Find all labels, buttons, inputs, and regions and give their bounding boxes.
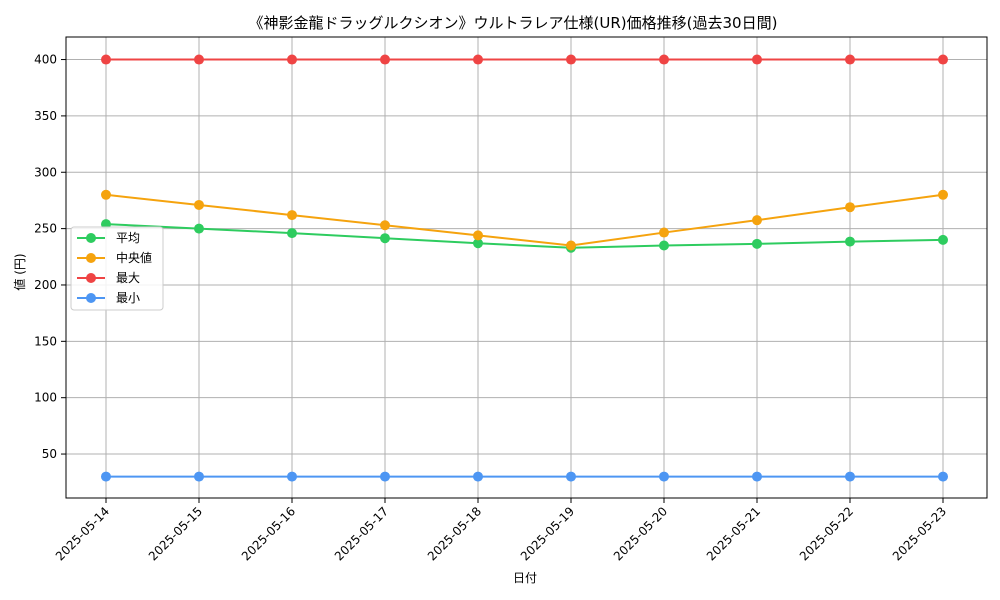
x-tick-label: 2025-05-17 xyxy=(332,504,391,563)
data-point xyxy=(659,240,669,251)
series-line xyxy=(105,223,944,249)
data-point xyxy=(659,227,669,238)
data-point xyxy=(845,236,855,247)
x-tick-label: 2025-05-15 xyxy=(146,504,205,563)
data-point xyxy=(287,471,297,482)
legend-item: 中央値 xyxy=(77,250,152,265)
data-point xyxy=(380,220,390,231)
y-tick-label: 250 xyxy=(34,222,57,236)
legend-label: 中央値 xyxy=(116,250,152,265)
data-point xyxy=(287,54,297,65)
y-tick-label: 350 xyxy=(34,109,57,123)
y-axis-label: 値 (円) xyxy=(12,253,27,290)
data-point xyxy=(566,54,576,65)
grid-lines xyxy=(66,37,987,498)
data-point xyxy=(473,471,483,482)
x-tick-label: 2025-05-21 xyxy=(704,504,763,563)
series-layer xyxy=(101,54,948,482)
legend-marker xyxy=(86,253,96,263)
x-tick-label: 2025-05-20 xyxy=(611,504,670,563)
x-tick-label: 2025-05-22 xyxy=(797,504,856,563)
series-最小 xyxy=(101,471,948,482)
x-axis-label: 日付 xyxy=(513,571,537,585)
legend-item: 平均 xyxy=(77,231,140,245)
data-point xyxy=(752,238,762,249)
legend-marker xyxy=(86,293,96,303)
data-point xyxy=(473,230,483,241)
y-axis-ticks: 50 100 150 200 250 300 350 400 xyxy=(34,53,66,461)
data-point xyxy=(380,233,390,244)
y-tick-label: 300 xyxy=(34,165,57,179)
y-tick-label: 50 xyxy=(42,447,57,461)
y-tick-label: 400 xyxy=(34,53,57,67)
series-中央値 xyxy=(101,189,948,251)
x-tick-label: 2025-05-19 xyxy=(518,504,577,563)
plot-frame xyxy=(65,36,988,499)
data-point xyxy=(194,471,204,482)
y-tick-label: 100 xyxy=(34,391,57,405)
legend-label: 最大 xyxy=(116,271,140,285)
series-最大 xyxy=(101,54,948,65)
x-tick-label: 2025-05-16 xyxy=(239,504,298,563)
data-point xyxy=(938,471,948,482)
data-point xyxy=(845,54,855,65)
x-tick-label: 2025-05-18 xyxy=(425,504,484,563)
legend-label: 最小 xyxy=(116,291,140,305)
data-point xyxy=(845,471,855,482)
data-point xyxy=(659,54,669,65)
legend-item: 最小 xyxy=(77,291,140,305)
x-axis-ticks: 2025-05-14 2025-05-15 2025-05-16 2025-05-17… xyxy=(53,498,949,563)
series-平均 xyxy=(101,219,948,253)
data-point xyxy=(287,210,297,221)
legend-marker xyxy=(86,273,96,283)
legend-marker xyxy=(86,233,96,243)
data-point xyxy=(659,471,669,482)
legend-box xyxy=(70,226,164,311)
chart-title: 《神影金龍ドラッグルクシオン》ウルトラレア仕様(UR)価格推移(過去30日間) xyxy=(249,14,778,32)
data-point xyxy=(938,189,948,200)
x-tick-label: 2025-05-14 xyxy=(53,504,112,563)
data-point xyxy=(566,471,576,482)
data-point xyxy=(752,215,762,226)
data-point xyxy=(752,54,762,65)
data-point xyxy=(752,471,762,482)
legend-item: 最大 xyxy=(77,271,140,285)
data-point xyxy=(473,238,483,249)
x-tick-label: 2025-05-23 xyxy=(890,504,949,563)
y-tick-label: 150 xyxy=(34,334,57,348)
data-point xyxy=(938,54,948,65)
data-point xyxy=(194,223,204,234)
data-point xyxy=(101,54,111,65)
data-point xyxy=(380,54,390,65)
data-point xyxy=(287,228,297,239)
legend-label: 平均 xyxy=(116,231,140,245)
data-point xyxy=(194,54,204,65)
data-point xyxy=(380,471,390,482)
data-point xyxy=(473,54,483,65)
data-point xyxy=(101,471,111,482)
series-line xyxy=(105,193,944,247)
data-point xyxy=(566,240,576,251)
data-point xyxy=(101,189,111,200)
data-point xyxy=(194,199,204,210)
data-point xyxy=(845,202,855,213)
data-point xyxy=(938,234,948,245)
y-tick-label: 200 xyxy=(34,278,57,292)
